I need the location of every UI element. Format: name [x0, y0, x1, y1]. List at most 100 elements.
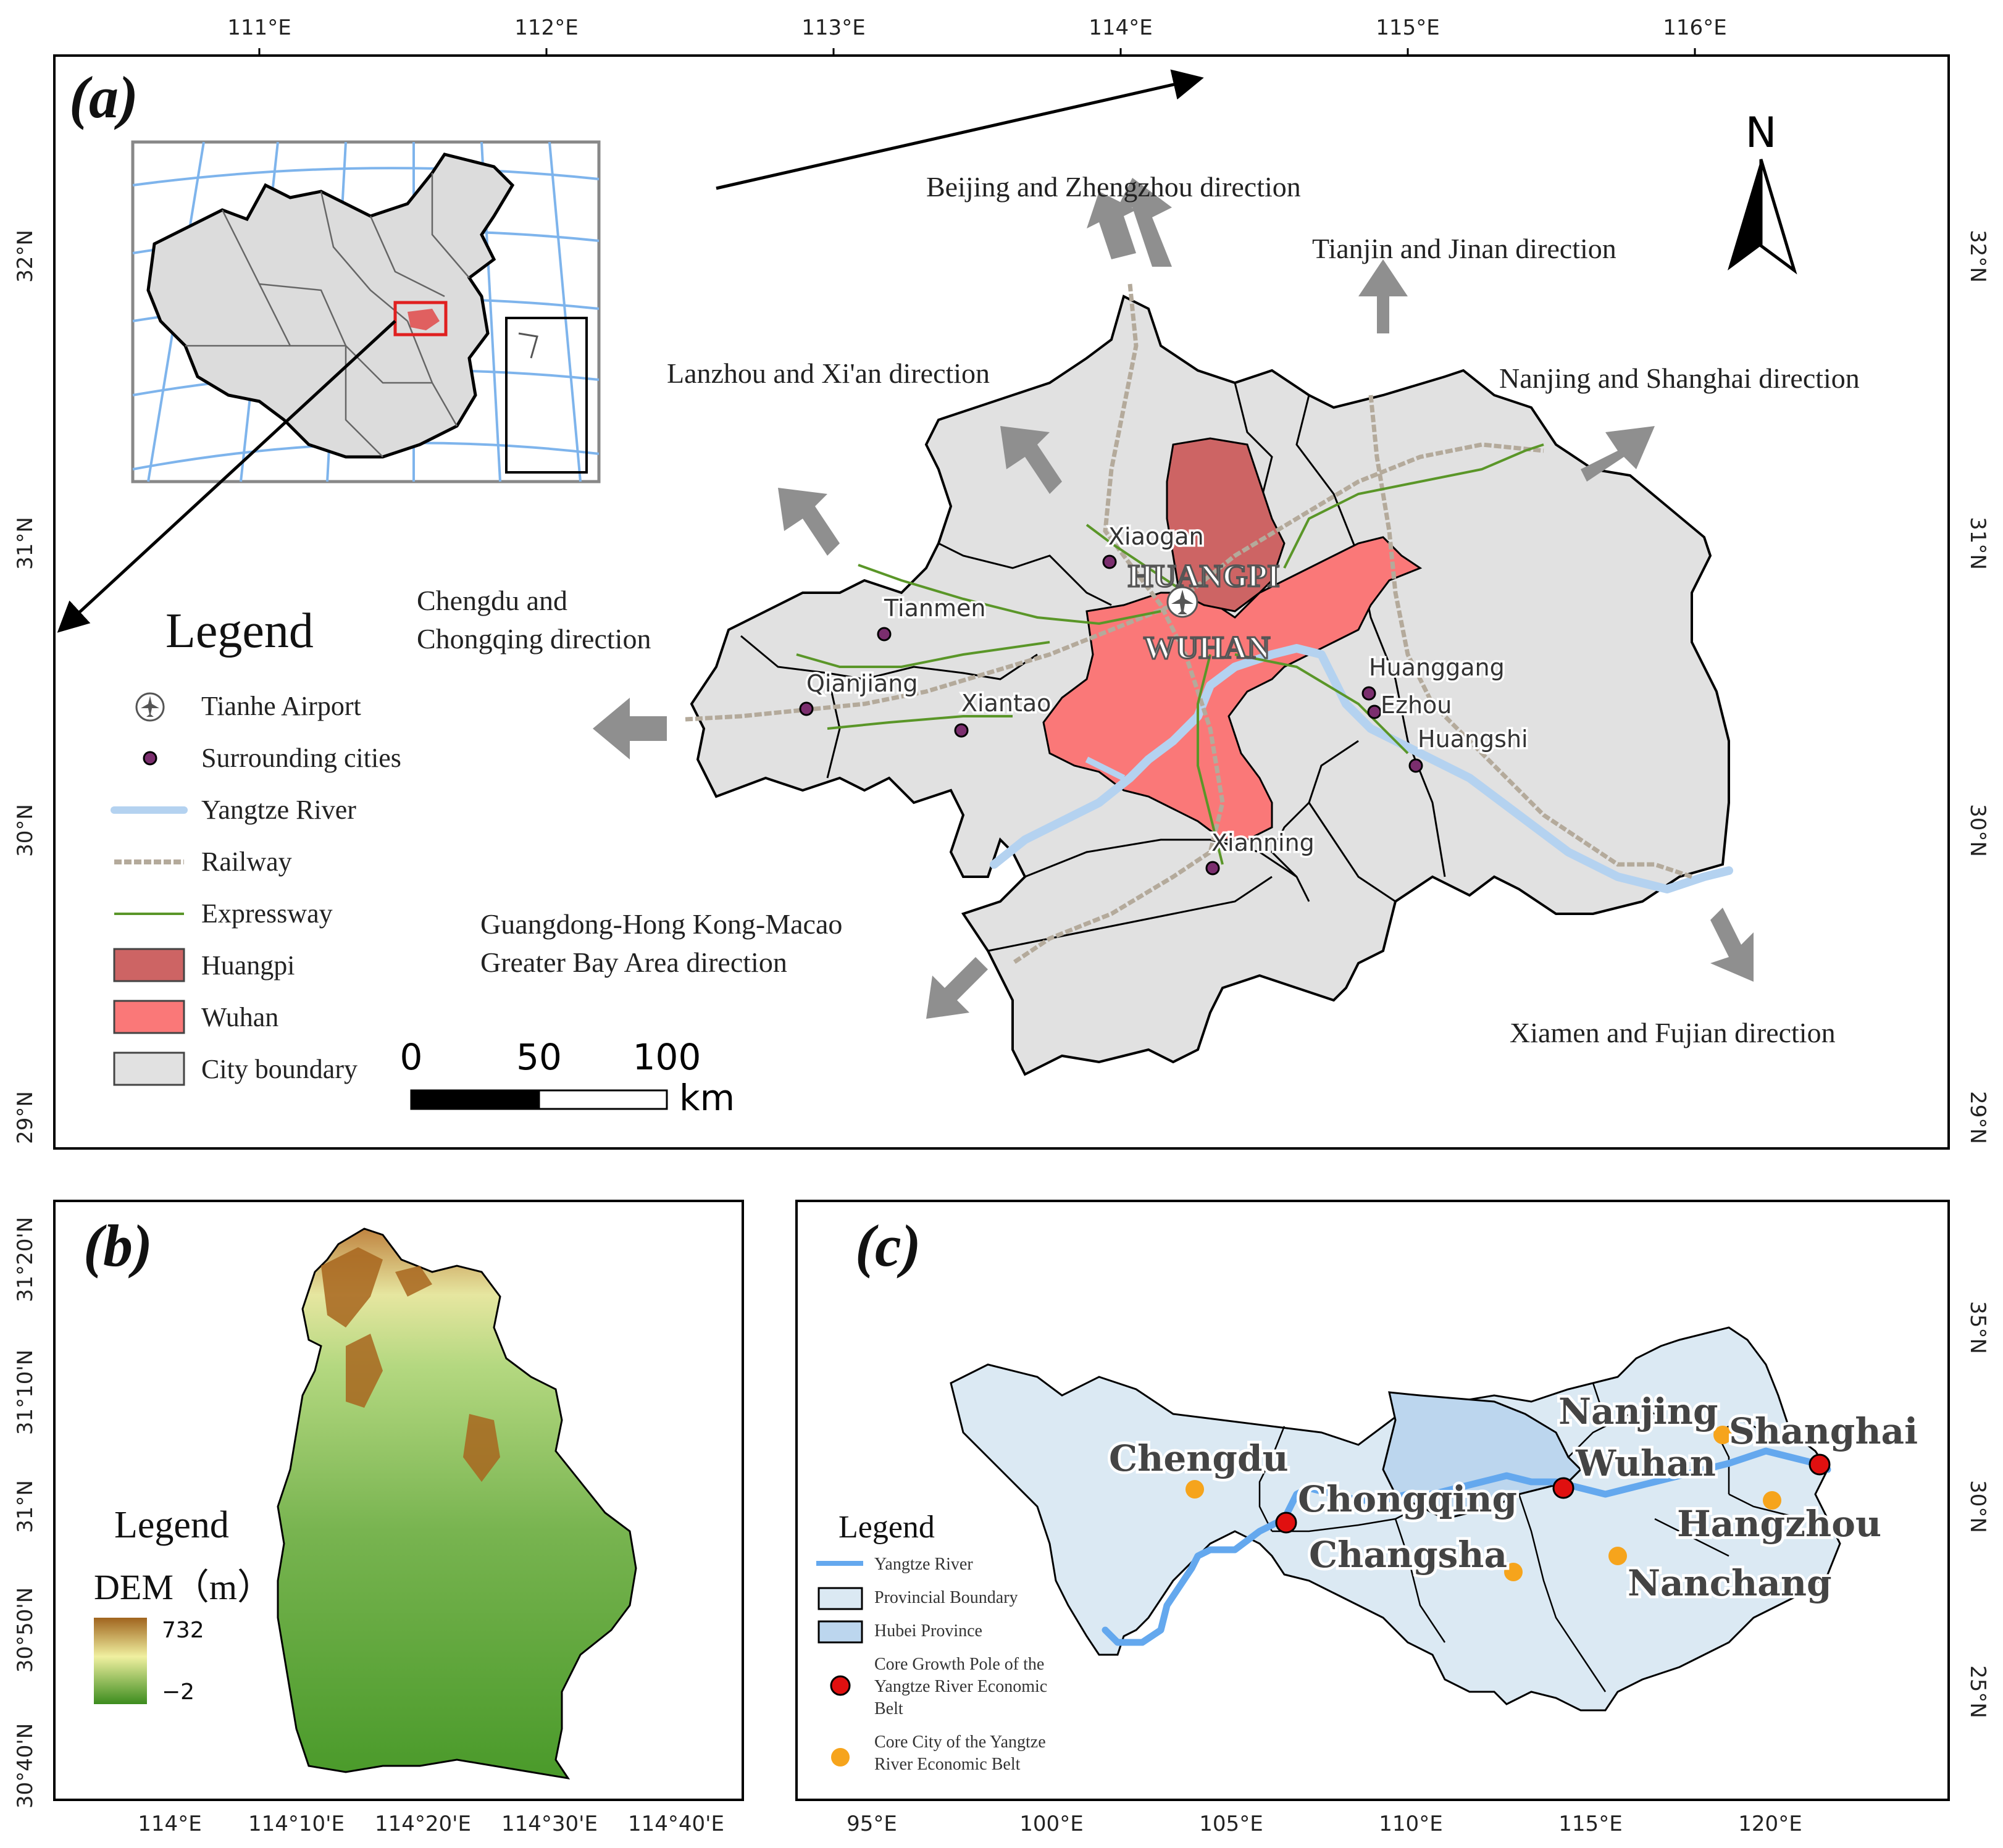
legend-title: Legend	[165, 604, 314, 658]
lat-tick-30-right: 30°N	[1965, 804, 1990, 857]
wuhan-area	[1042, 536, 1423, 841]
b-lon-114: 114°E	[138, 1812, 201, 1836]
lon-tick-111: 111°E	[227, 15, 291, 40]
b-lat-31-10: 31°10'N	[13, 1350, 38, 1435]
arrow-west-chengdu	[593, 698, 667, 759]
c-label-wuhan: Wuhan	[1575, 1442, 1716, 1484]
dem-label: DEM（m）	[94, 1567, 273, 1607]
huangpi-swatch	[113, 948, 185, 982]
legend-item-surrounding: Surrounding cities	[143, 743, 401, 773]
b-lon-114-30: 114°30'E	[501, 1812, 598, 1836]
lon-tick-116: 116°E	[1663, 15, 1726, 40]
c-lon-120: 120°E	[1738, 1812, 1802, 1836]
arrow-sw-guangdong	[926, 957, 988, 1019]
panel-a: 111°E 112°E 113°E 114°E 115°E 116°E 32°N…	[13, 15, 1990, 1150]
legend-item-city-boundary: City boundary	[113, 1052, 358, 1086]
c-lon-115: 115°E	[1558, 1812, 1622, 1836]
scale-tick-0: 0	[400, 1036, 423, 1078]
city-label-xiaogan: Xiaogan	[1108, 523, 1204, 550]
core-pole-shanghai	[1809, 1453, 1831, 1476]
dir-chengdu-line1: Chengdu and	[417, 585, 567, 616]
city-dot-ezhou	[1367, 704, 1382, 719]
core-city-nanjing	[1713, 1426, 1732, 1444]
legend-item-wuhan: Wuhan	[113, 1000, 278, 1034]
c-yangtze-river	[1102, 1447, 1831, 1646]
core-cities	[1185, 1426, 1781, 1581]
panel-a-lat-ticks-right: 32°N 31°N 30°N 29°N	[1965, 230, 1990, 1144]
core-pole-wuhan	[1552, 1477, 1574, 1499]
legend-label-city-boundary: City boundary	[201, 1054, 358, 1084]
c-lat-30: 30°N	[1965, 1480, 1990, 1533]
b-lon-114-10: 114°10'E	[248, 1812, 345, 1836]
north-arrow-right	[1759, 159, 1797, 275]
c-lon-100: 100°E	[1019, 1812, 1083, 1836]
arrow-north-beijing-main	[1087, 191, 1136, 259]
panel-b-legend-title: Legend	[114, 1504, 229, 1546]
c-label-hangzhou: Hangzhou	[1677, 1503, 1881, 1545]
legend-label-surrounding: Surrounding cities	[201, 743, 401, 773]
panel-b-lon-ticks: 114°E 114°10'E 114°20'E 114°30'E 114°40'…	[138, 1812, 724, 1836]
yangtze-river	[990, 644, 1733, 893]
railways	[685, 283, 1693, 965]
hubei-province	[1382, 1391, 1583, 1520]
arrow-se-xiamen	[1710, 908, 1754, 982]
dir-lanzhou: Lanzhou and Xi'an direction	[667, 357, 990, 389]
dem-colorbar	[94, 1618, 147, 1704]
north-arrow: N	[1728, 109, 1797, 275]
inset-arrow-up	[716, 69, 1204, 190]
dem-highlands	[321, 1247, 500, 1482]
city-dot-xianning	[1205, 861, 1220, 876]
city-label-huangshi: Huangshi	[1418, 725, 1528, 753]
c-label-chengdu: Chengdu	[1109, 1437, 1289, 1479]
c-legend-provincial-swatch	[818, 1587, 863, 1610]
panel-a-legend: Legend Tianhe Airport Surrounding cities…	[111, 604, 401, 1086]
c-legend-city-1: Core City of the Yangtze	[874, 1733, 1046, 1752]
wuhan-label: WUHAN	[1144, 630, 1270, 666]
c-label-nanchang: Nanchang	[1628, 1562, 1832, 1604]
c-lon-105: 105°E	[1199, 1812, 1263, 1836]
panel-c: (c) Chengdu	[795, 1200, 1990, 1836]
panel-b: (b) Legend DEM（m） 732 −2 114°E 114°10'E …	[13, 1200, 744, 1836]
direction-arrows	[593, 178, 1754, 1019]
city-dot-xiantao	[954, 723, 969, 738]
dir-tianjin: Tianjin and Jinan direction	[1312, 233, 1616, 264]
study-area-box	[393, 301, 448, 337]
c-lat-25: 25°N	[1965, 1665, 1990, 1718]
dem-max: 732	[162, 1618, 204, 1643]
city-label-tianmen: Tianmen	[884, 595, 985, 622]
c-legend-title: Legend	[838, 1510, 935, 1545]
lon-tick-114: 114°E	[1089, 15, 1152, 40]
tianhe-airport-icon	[1166, 586, 1198, 618]
legend-label-huangpi: Huangpi	[201, 950, 295, 980]
lon-tick-115: 115°E	[1376, 15, 1439, 40]
scale-bar-white	[538, 1089, 668, 1110]
core-growth-poles	[1275, 1453, 1831, 1534]
b-lat-31-20: 31°20'N	[13, 1217, 38, 1302]
south-china-sea-box	[505, 317, 588, 474]
city-label-huanggang: Huanggang	[1369, 654, 1505, 681]
city-dot-xiaogan	[1102, 554, 1117, 569]
dir-xiamen: Xiamen and Fujian direction	[1510, 1017, 1836, 1048]
city-dot-qianjiang	[799, 701, 814, 716]
panel-b-lat-ticks: 31°20'N 31°10'N 31°N 30°50'N 30°40'N	[13, 1217, 38, 1808]
c-label-chongqing: Chongqing	[1298, 1478, 1517, 1520]
c-lon-110: 110°E	[1379, 1812, 1442, 1836]
huangpi-label: HUANGPI	[1128, 559, 1280, 594]
lat-tick-32-right: 32°N	[1965, 230, 1990, 283]
huangpi-area	[1166, 437, 1286, 613]
city-dot-huangshi	[1408, 758, 1423, 773]
legend-label-yangtze: Yangtze River	[201, 795, 356, 825]
core-city-changsha	[1504, 1563, 1523, 1581]
c-lon-95: 95°E	[847, 1812, 897, 1836]
arrow-nw-lanzhou	[1000, 426, 1062, 494]
lat-tick-31-right: 31°N	[1965, 517, 1990, 570]
expressways	[796, 443, 1544, 865]
b-lat-31: 31°N	[13, 1480, 38, 1533]
c-legend-provincial: Provincial Boundary	[874, 1588, 1018, 1607]
scale-unit: km	[679, 1077, 735, 1119]
core-pole-chongqing	[1275, 1511, 1297, 1534]
panel-b-label: (b)	[83, 1213, 153, 1279]
surrounding-cities: Xiaogan Tianmen Qianjiang Xiantao Huangg…	[799, 521, 1530, 876]
dir-beijing: Beijing and Zhengzhou direction	[926, 171, 1301, 203]
